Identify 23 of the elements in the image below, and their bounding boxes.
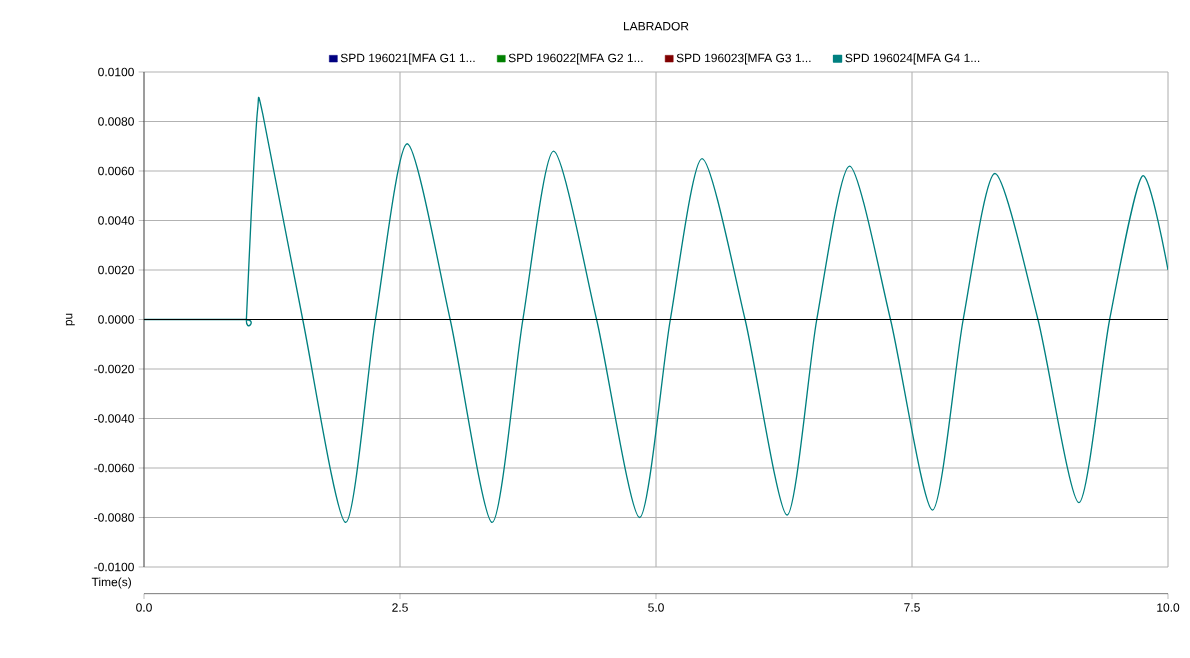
- y-tick-label: -0.0060: [94, 463, 134, 473]
- y-tick-label: 0.0000: [98, 315, 134, 324]
- x-axis-title: Time(s): [91, 577, 131, 589]
- y-tick-label: 0.0080: [98, 117, 134, 126]
- y-tick-label: -0.0020: [94, 364, 134, 374]
- y-tick-label: 0.0020: [98, 265, 134, 275]
- y-tick-label: -0.0040: [94, 414, 134, 423]
- x-tick-label: 7.5: [904, 603, 920, 612]
- x-tick-label: 10.0: [1157, 603, 1180, 612]
- y-tick-label: -0.0080: [94, 513, 134, 522]
- legend-label: SPD 196024[MFA G4 1...: [845, 53, 980, 65]
- y-tick-label: 0.0040: [98, 216, 134, 225]
- x-tick-label: 2.5: [392, 603, 408, 612]
- x-tick-label: 0.0: [136, 603, 152, 612]
- y-tick-label: -0.0100: [94, 562, 134, 572]
- x-tick-label: 5.0: [648, 603, 664, 612]
- legend-label: SPD 196023[MFA G3 1...: [676, 53, 811, 65]
- legend-label: SPD 196022[MFA G2 1...: [508, 53, 643, 65]
- y-tick-label: 0.0060: [98, 166, 134, 176]
- y-tick-label: 0.0100: [98, 67, 134, 77]
- chart-title: LABRADOR: [623, 21, 689, 31]
- y-axis-title: pu: [65, 313, 75, 326]
- legend-label: SPD 196021[MFA G1 1...: [340, 53, 475, 65]
